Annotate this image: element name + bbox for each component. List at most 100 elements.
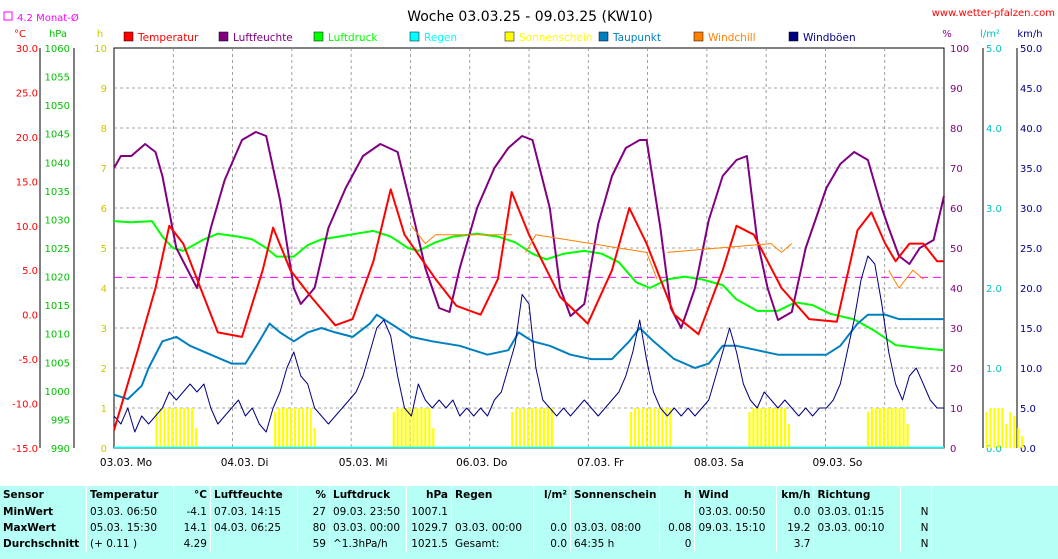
x-tick-label: 04.03. Di xyxy=(221,457,269,469)
sunshine-bar xyxy=(878,408,881,448)
table-header-row: Sensor Temperatur °C Luftfeuchte % Luftd… xyxy=(0,486,1058,504)
sunshine-bar xyxy=(649,408,652,448)
sunshine-bar xyxy=(523,408,526,448)
sunshine-bar xyxy=(412,408,415,448)
sunshine-bar xyxy=(179,408,182,448)
tick-humidity: 60 xyxy=(950,204,963,215)
cell-dir-time: 03.03. 01:15 xyxy=(813,504,902,520)
col-dir-val xyxy=(900,486,933,504)
sunshine-bar xyxy=(997,408,1000,448)
sunshine-bar xyxy=(404,408,407,448)
cell-press-value: 1029.7 xyxy=(406,520,452,536)
sunshine-bar xyxy=(293,408,297,448)
sunshine-bar xyxy=(511,412,514,448)
stats-table: Sensor Temperatur °C Luftfeuchte % Luftd… xyxy=(0,486,1058,559)
unit-sun: h xyxy=(97,29,103,40)
legend-label-gust: Windböen xyxy=(803,32,856,44)
sunshine-bar xyxy=(776,408,779,448)
col-temp: Temperatur xyxy=(86,486,174,504)
sunshine-bar xyxy=(313,428,316,448)
sunshine-bar xyxy=(894,408,897,448)
tick-temp: -5.0 xyxy=(18,355,38,366)
sunshine-bar xyxy=(155,412,158,448)
sunshine-bar xyxy=(886,408,889,448)
tick-pressure: 1055 xyxy=(45,73,70,84)
col-sensor: Sensor xyxy=(0,486,87,504)
tick-rain: 4.0 xyxy=(986,124,1002,135)
tick-wind: 5.0 xyxy=(1020,404,1036,415)
sunshine-bar xyxy=(641,408,644,448)
cell-filler xyxy=(932,536,1058,552)
x-tick-label: 07.03. Fr xyxy=(577,457,624,469)
col-rain-unit: l/m² xyxy=(533,486,571,504)
legend-swatch-rain xyxy=(409,31,420,42)
sunshine-bar xyxy=(870,408,874,448)
legend-label-windchill: Windchill xyxy=(708,32,756,44)
tick-wind: 0.0 xyxy=(1020,444,1036,455)
tick-rain: 1.0 xyxy=(986,364,1002,375)
tick-temp: 25.0 xyxy=(16,88,38,99)
sunshine-bar xyxy=(768,408,771,448)
sunshine-bar xyxy=(171,408,174,448)
sunshine-bar xyxy=(420,408,423,448)
cell-press-value: 1021.5 xyxy=(406,536,452,552)
cell-sun-time: 03.03. 08:00 xyxy=(570,520,661,536)
cell-hum-time: 07.03. 14:15 xyxy=(210,504,298,520)
sunshine-bar xyxy=(882,408,885,448)
tick-pressure: 1005 xyxy=(45,358,70,369)
legend-swatch-gust xyxy=(788,31,799,42)
table-row: MaxWert 05.03. 15:30 14.1 04.03. 06:25 8… xyxy=(0,520,1058,536)
cell-wind-time: 03.03. 00:50 xyxy=(694,504,778,520)
cell-rain-value xyxy=(533,504,571,520)
cell-sun-value xyxy=(659,504,696,520)
legend-swatch-sun xyxy=(504,31,515,42)
sunshine-bar xyxy=(1005,424,1008,448)
cell-press-time: 09.03. 23:50 xyxy=(329,504,407,520)
x-tick-label: 05.03. Mi xyxy=(339,457,388,469)
tick-sun: 4 xyxy=(101,284,107,295)
tick-temp: 30.0 xyxy=(16,44,38,55)
tick-wind: 15.0 xyxy=(1020,324,1042,335)
sunshine-bar xyxy=(874,408,878,448)
tick-humidity: 90 xyxy=(950,84,963,95)
sunshine-bar xyxy=(1001,408,1004,448)
sunshine-bar xyxy=(400,408,403,448)
sunshine-bar xyxy=(297,408,300,448)
sunshine-bar xyxy=(527,408,530,448)
tick-sun: 6 xyxy=(101,204,107,215)
legend-label-rain: Regen xyxy=(424,32,457,44)
table-row: Durchschnitt (+ 0.11 ) 4.29 59 ^1.3hPa/h… xyxy=(0,536,1058,552)
unit-humidity: % xyxy=(942,29,952,40)
col-sun: Sonnenschein xyxy=(570,486,661,504)
sunshine-bar xyxy=(416,408,419,448)
row-label: MinWert xyxy=(0,504,87,520)
cell-rain-time: Gesamt: xyxy=(451,536,534,552)
col-filler xyxy=(932,486,1058,504)
sunshine-bar xyxy=(550,408,553,448)
plot-grid xyxy=(113,47,945,449)
temperature-line xyxy=(113,188,944,431)
sunshine-bar xyxy=(167,408,170,448)
legend-label-humidity: Luftfeuchte xyxy=(233,32,293,44)
tick-temp: -15.0 xyxy=(12,444,38,455)
sunshine-bar xyxy=(546,408,549,448)
tick-pressure: 1060 xyxy=(45,44,70,55)
tick-sun: 3 xyxy=(101,324,107,335)
tick-temp: 15.0 xyxy=(16,177,38,188)
tick-humidity: 20 xyxy=(950,364,963,375)
tick-pressure: 1010 xyxy=(45,330,70,341)
sunshine-bar xyxy=(779,408,783,448)
sunshine-bar xyxy=(519,408,522,448)
tick-sun: 9 xyxy=(101,84,107,95)
tick-rain: 5.0 xyxy=(986,44,1002,55)
chart-legend: Temperatur Luftfeuchte Luftdruck Regen Sonne… xyxy=(123,31,856,44)
unit-rain: l/m² xyxy=(980,29,1000,40)
sunshine-bar xyxy=(408,408,411,448)
tick-temp: 0.0 xyxy=(22,311,38,322)
legend-label-dewpoint: Taupunkt xyxy=(612,32,661,44)
pressure-line xyxy=(113,220,945,352)
website-label[interactable]: www.wetter-pfalzen.com xyxy=(932,8,1055,19)
cell-rain-value: 0.0 xyxy=(533,536,571,552)
cell-hum-time xyxy=(210,536,298,552)
sunshine-bar xyxy=(424,408,427,448)
